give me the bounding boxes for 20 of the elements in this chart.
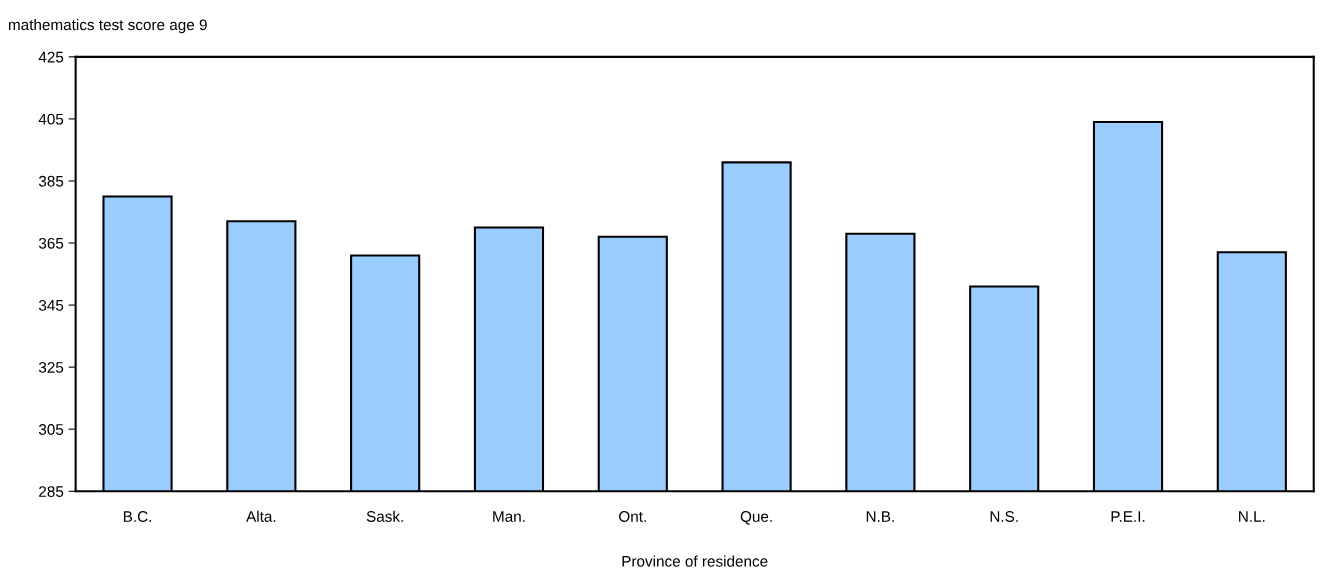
x-tick-label: N.L. xyxy=(1239,511,1265,522)
x-tick-label: Que. xyxy=(740,511,772,525)
y-tick-label: 285 xyxy=(39,486,64,497)
y-tick-label: 365 xyxy=(38,237,64,249)
x-tick-label: Alta. xyxy=(246,510,276,522)
x-tick-label: N.B. xyxy=(866,511,894,522)
x-tick-label: B.C. xyxy=(123,511,152,522)
x-tick-label: Man. xyxy=(493,511,525,522)
y-tick-label: 385 xyxy=(38,175,64,187)
y-axis-title: mathematics test score age 9 xyxy=(8,18,207,34)
y-tick-label: 425 xyxy=(38,51,64,63)
x-axis-title: Province of residence xyxy=(622,555,768,567)
y-tick-label: 325 xyxy=(38,362,64,373)
y-tick-label: 405 xyxy=(38,113,64,125)
x-tick-label: P.E.I. xyxy=(1111,511,1145,522)
x-tick-label: Ont. xyxy=(619,511,646,522)
x-tick-label: Sask. xyxy=(366,510,403,522)
x-tick-label: N.S. xyxy=(990,511,1018,522)
y-tick-label: 305 xyxy=(38,424,64,435)
y-tick-label: 345 xyxy=(38,299,64,311)
